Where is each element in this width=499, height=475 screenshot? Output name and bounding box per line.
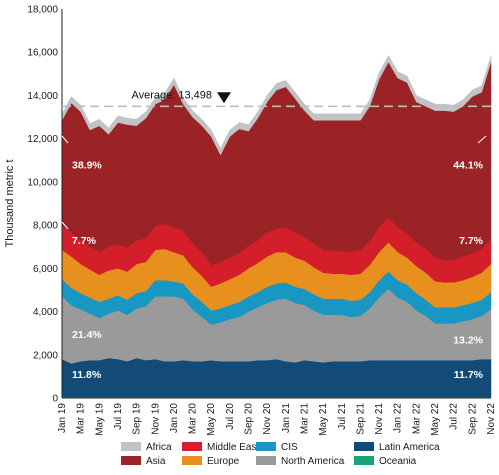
x-tick-label: Sep 20 [244, 403, 255, 435]
legend-label-asia: Asia [146, 456, 166, 467]
x-tick-label: Nov 21 [374, 403, 385, 435]
x-tick-label: Jan 19 [57, 403, 68, 433]
x-tick-label: Sep 19 [132, 403, 143, 435]
average-label: Average: 13,498 [131, 89, 212, 101]
legend-label-north-america: North America [281, 456, 345, 467]
legend-label-cis: CIS [281, 442, 298, 453]
area-latin-america [61, 357, 492, 398]
percentage-labels: 38.9% 44.1% 7.7% 7.7% 21.4% 13.2% 11.8% 11.7% [61, 135, 487, 381]
pct-label-asia: 44.1% [453, 160, 483, 172]
average-marker-icon [217, 92, 231, 104]
x-tick-label: Nov 22 [486, 403, 497, 435]
legend-label-europe: Europe [207, 456, 240, 467]
pct-label-north-america: 13.2% [453, 335, 483, 347]
y-axis-label: Thousand metric t [4, 159, 16, 247]
x-tick-label: Mar 21 [299, 403, 310, 435]
x-tick-label: Jul 21 [337, 403, 348, 430]
y-tick-label: 8,000 [33, 221, 58, 232]
y-tick-label: 10,000 [27, 177, 58, 188]
average-annotation: Average: 13,498 [62, 89, 491, 108]
y-tick-label: 6,000 [33, 264, 58, 275]
pct-label-middle-east: 7.7% [459, 235, 484, 247]
x-tick-label: Jul 22 [449, 403, 460, 430]
y-tick-label: 4,000 [33, 307, 58, 318]
x-tick-label: May 21 [318, 403, 329, 436]
legend-label-oceania: Oceania [379, 456, 417, 467]
legend-swatch-asia [121, 456, 141, 465]
pct-label-middle-east: 7.7% [72, 235, 97, 247]
leader-line [477, 135, 487, 144]
x-tick-label: May 22 [430, 403, 441, 436]
y-tick-label: 14,000 [27, 91, 58, 102]
leader-line [61, 221, 69, 230]
leader-line [61, 135, 69, 144]
x-tick-label: Sep 21 [355, 403, 366, 435]
y-axis: 0 2,000 4,000 6,000 8,000 10,000 12,000 14,000 1… [27, 5, 63, 405]
x-tick-label: Mar 22 [411, 403, 422, 435]
legend-swatch-latin-america [354, 442, 374, 451]
x-tick-label: May 20 [206, 403, 217, 436]
x-tick-label: Nov 20 [262, 403, 273, 435]
legend-swatch-africa [121, 442, 141, 451]
x-tick-label: Sep 22 [467, 403, 478, 435]
legend-swatch-cis [256, 442, 276, 451]
x-tick-label: Jul 19 [113, 403, 124, 430]
y-tick-label: 16,000 [27, 48, 58, 59]
legend-label-latin-america: Latin America [379, 442, 440, 453]
x-tick-label: May 19 [94, 403, 105, 436]
area-africa [61, 54, 492, 156]
pct-label-latin-america: 11.8% [72, 369, 102, 381]
pct-label-north-america: 21.4% [72, 329, 102, 341]
x-tick-label: Jan 21 [281, 403, 292, 433]
y-tick-label: 2,000 [33, 350, 58, 361]
legend: Africa Middle East CIS Latin America Asia Eur… [121, 442, 440, 467]
legend-label-middle-east: Middle East [207, 442, 259, 453]
pct-label-latin-america: 11.7% [454, 369, 484, 381]
pct-label-asia: 38.9% [72, 160, 102, 172]
legend-label-africa: Africa [146, 442, 172, 453]
legend-swatch-north-america [256, 456, 276, 465]
x-tick-label: Jan 22 [393, 403, 404, 433]
stacked-areas [61, 54, 492, 399]
x-tick-label: Mar 20 [188, 403, 199, 435]
legend-swatch-oceania [354, 456, 374, 465]
y-tick-label: 18,000 [27, 5, 58, 16]
legend-swatch-europe [182, 456, 202, 465]
x-tick-label: Jul 20 [225, 403, 236, 430]
legend-swatch-middle-east [182, 442, 202, 451]
x-tick-label: Mar 19 [76, 403, 87, 435]
x-tick-label: Jan 20 [169, 403, 180, 433]
y-tick-label: 12,000 [27, 134, 58, 145]
x-tick-label: Nov 19 [150, 403, 161, 435]
y-tick-label: 0 [52, 394, 58, 405]
x-axis: Jan 19 Mar 19 May 19 Jul 19 Sep 19 Nov 19 Jan … [57, 397, 497, 436]
